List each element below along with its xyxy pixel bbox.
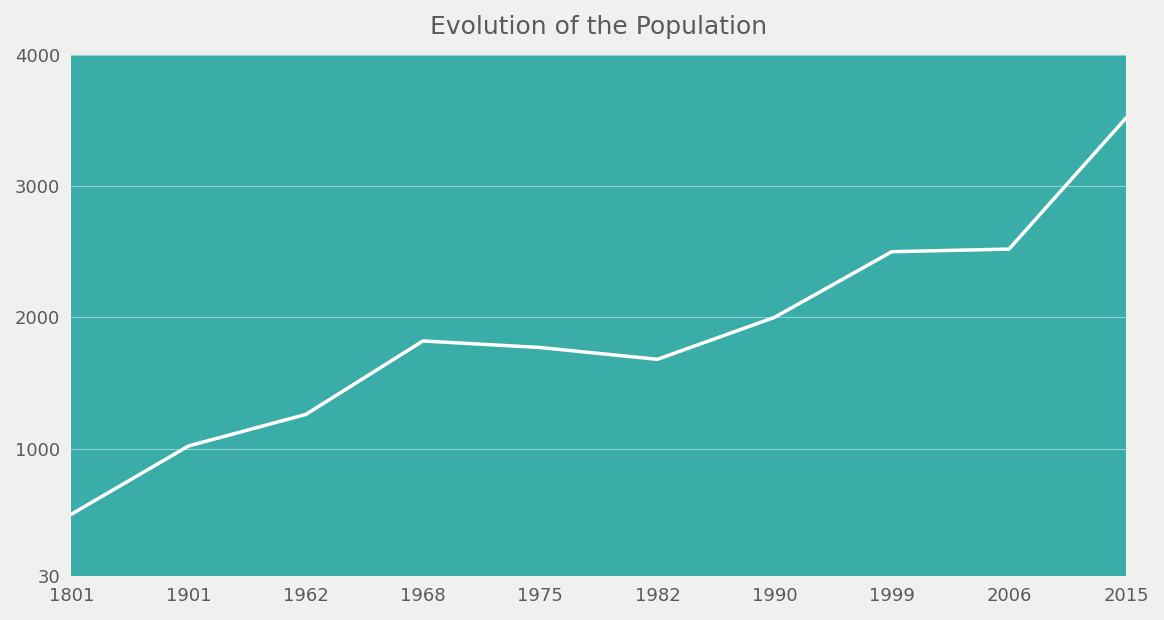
Title: Evolution of the Population: Evolution of the Population [431, 15, 767, 39]
